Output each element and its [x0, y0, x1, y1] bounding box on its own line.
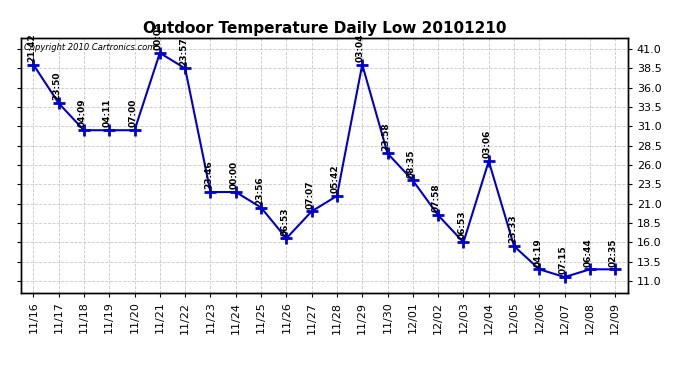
Text: 02:35: 02:35: [609, 238, 618, 267]
Text: 07:15: 07:15: [558, 246, 567, 274]
Text: 23:56: 23:56: [255, 176, 264, 205]
Text: 23:57: 23:57: [179, 37, 188, 66]
Text: 23:46: 23:46: [204, 160, 213, 189]
Text: 23:50: 23:50: [52, 72, 61, 100]
Text: 23:33: 23:33: [508, 215, 517, 243]
Text: 03:04: 03:04: [356, 33, 365, 62]
Text: 23:58: 23:58: [382, 122, 391, 151]
Text: 06:53: 06:53: [280, 207, 289, 236]
Text: 06:44: 06:44: [584, 238, 593, 267]
Text: 03:06: 03:06: [482, 130, 491, 158]
Text: 07:58: 07:58: [432, 184, 441, 213]
Text: 04:19: 04:19: [533, 238, 542, 267]
Text: 04:09: 04:09: [78, 99, 87, 128]
Text: 05:42: 05:42: [331, 165, 339, 193]
Text: 00:00: 00:00: [230, 161, 239, 189]
Text: Copyright 2010 Cartronics.com: Copyright 2010 Cartronics.com: [23, 43, 155, 52]
Text: 04:11: 04:11: [103, 99, 112, 128]
Text: 07:00: 07:00: [128, 99, 137, 128]
Text: 06:53: 06:53: [457, 211, 466, 240]
Text: 00:05: 00:05: [154, 22, 163, 50]
Text: 08:35: 08:35: [406, 149, 415, 178]
Title: Outdoor Temperature Daily Low 20101210: Outdoor Temperature Daily Low 20101210: [143, 21, 506, 36]
Text: 21:42: 21:42: [27, 33, 36, 62]
Text: 07:07: 07:07: [306, 180, 315, 209]
